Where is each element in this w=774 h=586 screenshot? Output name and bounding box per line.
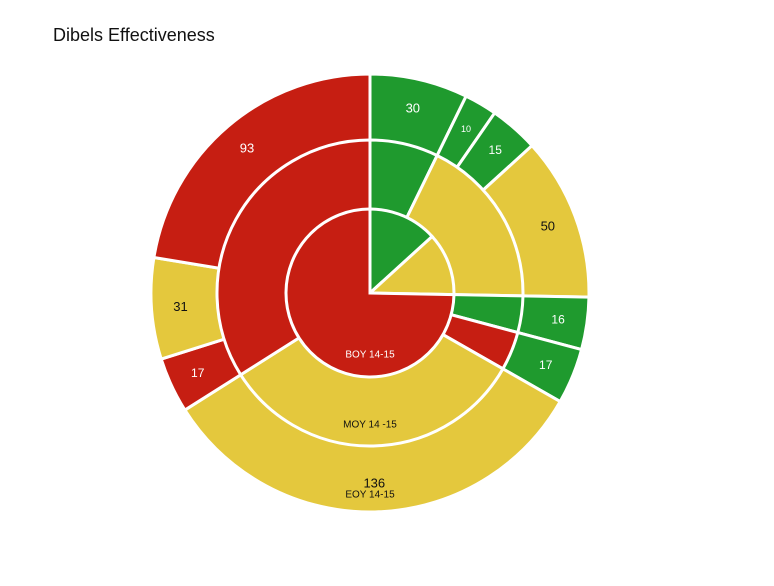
slice-value-label: 17 [539, 358, 553, 372]
slice-value-label: 17 [191, 366, 205, 380]
chart-title: Dibels Effectiveness [53, 25, 215, 45]
ring-label-moy: MOY 14 -15 [343, 420, 397, 431]
ring-boundary-layer [216, 139, 524, 447]
ring-boundary-1 [216, 139, 524, 447]
slice-value-label: 30 [406, 100, 420, 115]
ring-label-boy: BOY 14-15 [345, 350, 395, 361]
slice-value-label: 15 [489, 143, 503, 157]
label-layer: 30 10 15 50 16 17 136 17 31 93 BOY 14-15 MOY 14 -15… [173, 100, 565, 500]
slice-value-label: 136 [363, 476, 385, 491]
slice-value-label: 10 [461, 124, 471, 134]
inner-ring-layer [215, 138, 525, 448]
ring-boundary-0 [285, 208, 455, 378]
slice-value-label: 93 [240, 141, 254, 156]
ring-label-eoy: EOY 14-15 [345, 490, 395, 501]
slice-value-label: 31 [173, 299, 187, 314]
slice-value-label: 50 [541, 219, 555, 234]
slice-value-label: 16 [551, 313, 565, 327]
